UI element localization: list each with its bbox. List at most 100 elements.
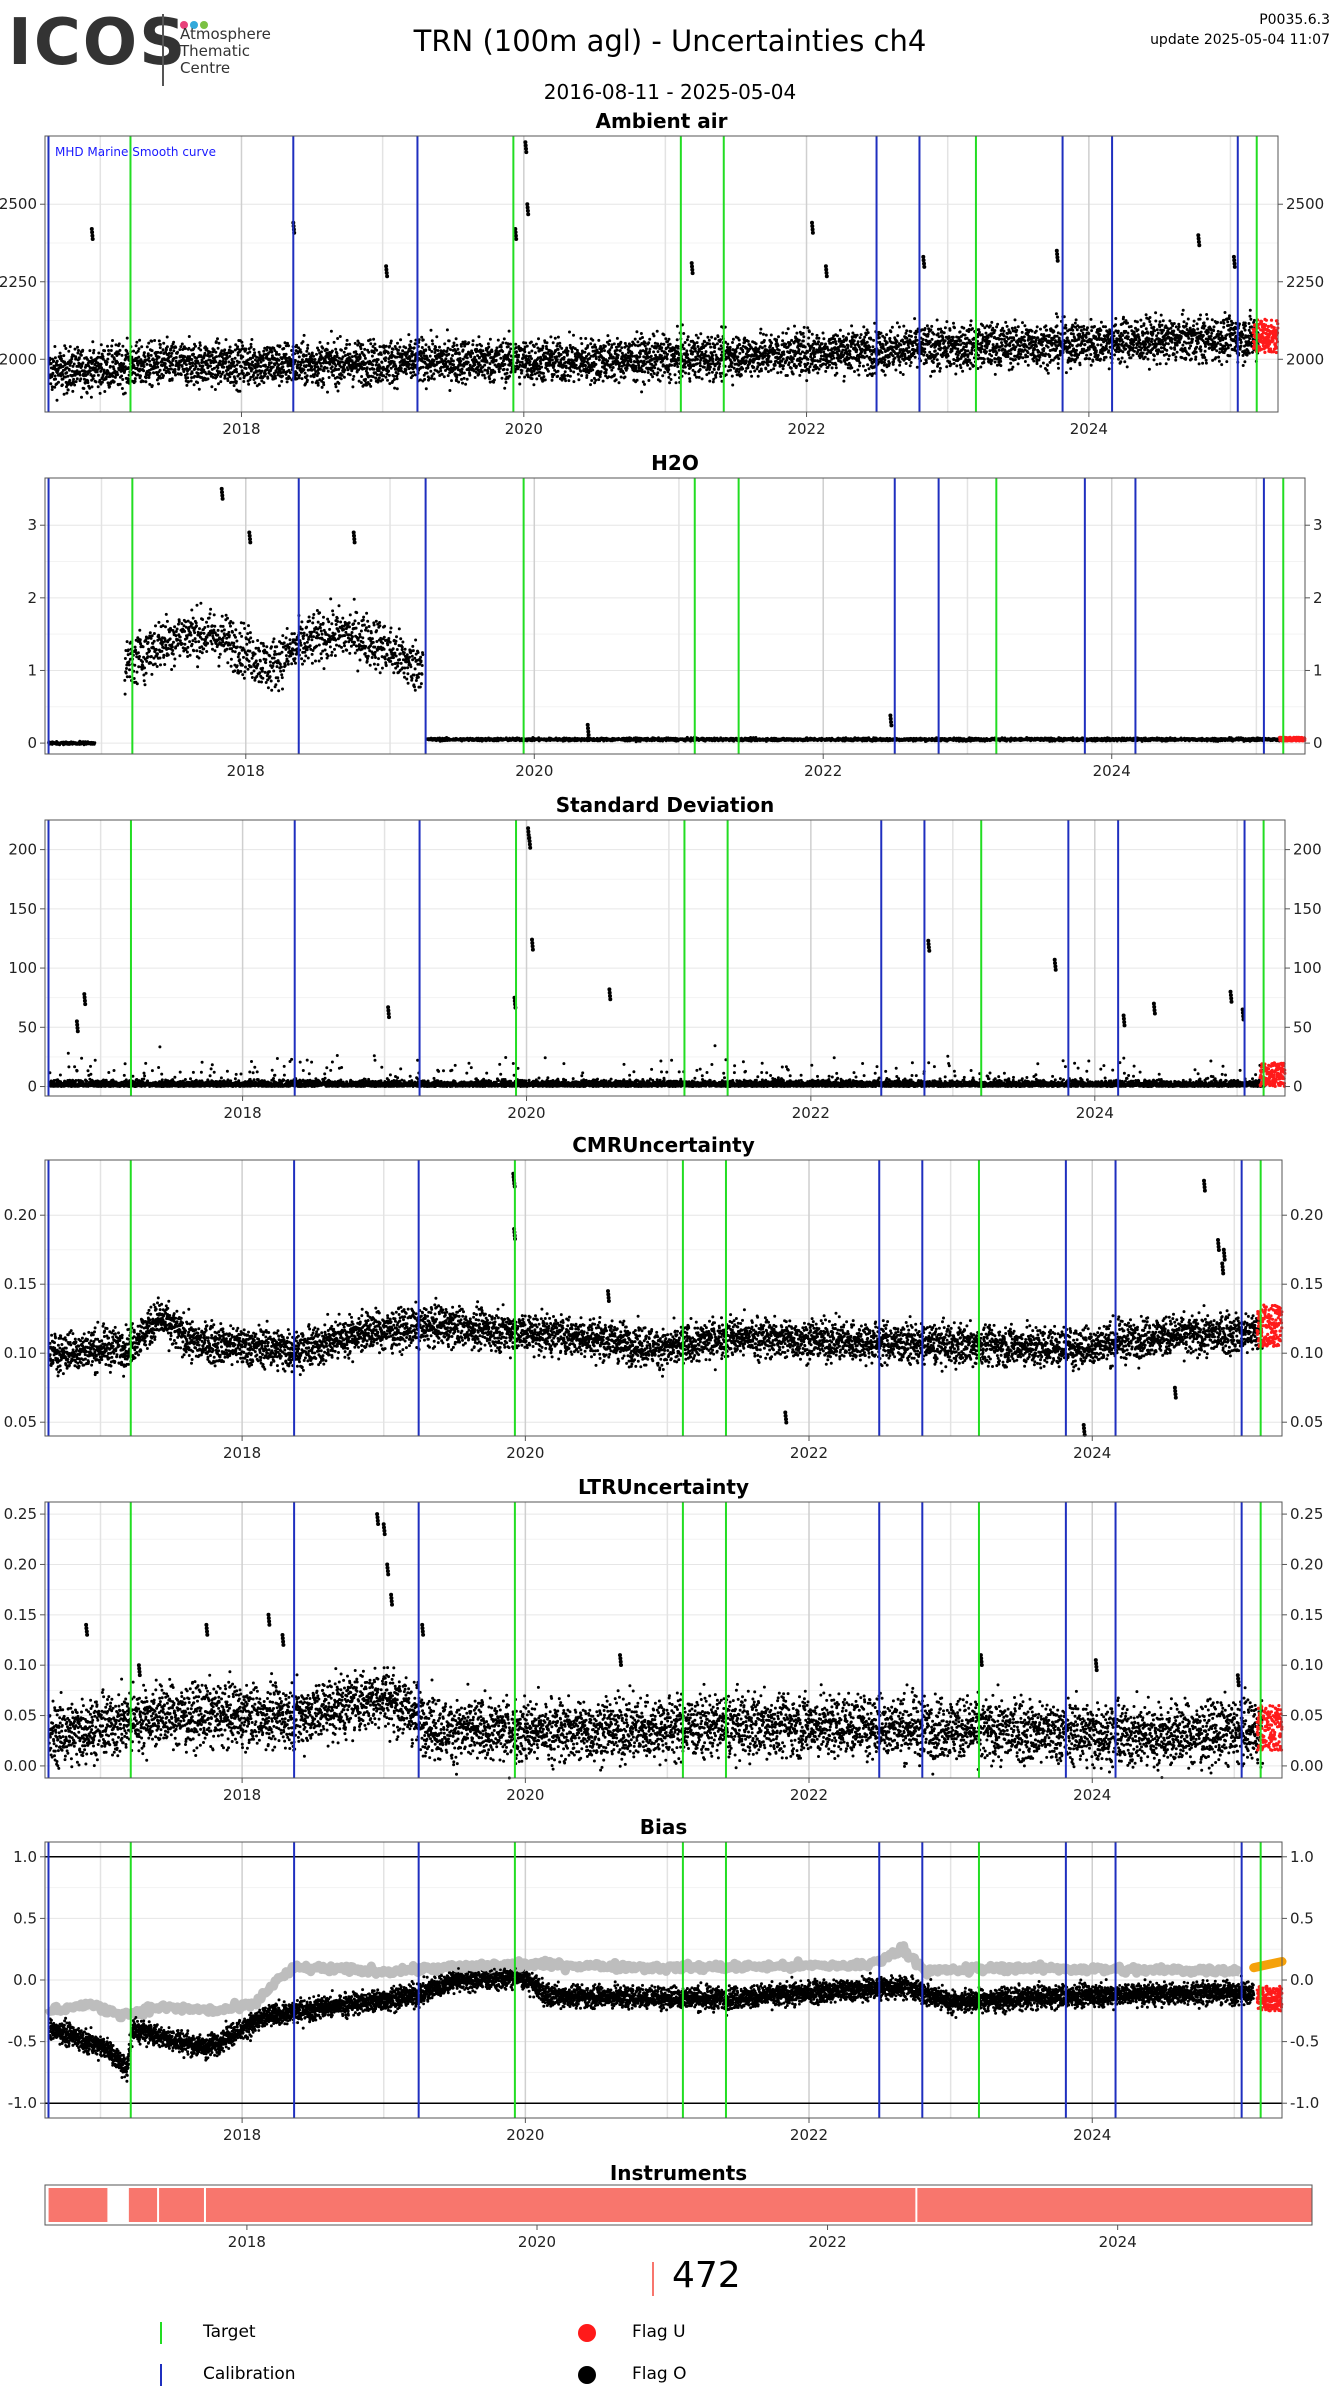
- bias-reference-curve: [44, 1941, 1244, 2023]
- y-tick-label: 2000: [0, 350, 37, 368]
- x-tick-label: 2020: [518, 2233, 556, 2251]
- x-tick-label: 2020: [505, 420, 543, 438]
- x-tick-label: 2022: [790, 1786, 828, 1804]
- y-tick-label: 0.25: [4, 1505, 37, 1523]
- panel-title: H2O: [651, 451, 699, 475]
- flag-o-points: [47, 140, 1261, 402]
- panel-3: CMRUncertainty 0.05 0.05 0.10 0.10 0.15 0.15 0.…: [4, 1133, 1324, 1462]
- y-tick-label: 2000: [1286, 350, 1324, 368]
- bias-reference-curve-recent: [1249, 1957, 1287, 1973]
- instrument-block: [128, 2188, 158, 2222]
- legend-calibration-swatch: [160, 2364, 162, 2386]
- x-tick-label: 2024: [1073, 1786, 1111, 1804]
- panel-frame: [44, 477, 1306, 755]
- x-tick-label: 2018: [228, 2233, 266, 2251]
- x-tick-label: 2020: [507, 1104, 545, 1122]
- x-tick-label: 2024: [1093, 762, 1131, 780]
- instrument-block: [205, 2188, 916, 2222]
- x-tick-label: 2018: [223, 1444, 261, 1462]
- y-tick-label: 0.15: [4, 1606, 37, 1624]
- x-tick-label: 2018: [223, 1104, 261, 1122]
- flag-o-point-cloud: [47, 1512, 1265, 1780]
- flag-o-point-cloud: [47, 826, 1268, 1088]
- x-tick-label: 2022: [808, 2233, 846, 2251]
- x-tick-label: 2024: [1099, 2233, 1137, 2251]
- x-tick-label: 2020: [506, 1786, 544, 1804]
- y-tick-label: 0.10: [1290, 1656, 1323, 1674]
- panel-frame: [44, 819, 1286, 1097]
- y-tick-label: -0.5: [8, 2033, 37, 2051]
- legend-calibration-label: Calibration: [203, 2364, 296, 2384]
- panel-title: LTRUncertainty: [578, 1475, 749, 1499]
- legend-target-swatch: [160, 2322, 162, 2344]
- y-tick-label: -1.0: [8, 2094, 37, 2112]
- instruments-panel: Instruments 2018 2020 2022 2024: [44, 2161, 1313, 2251]
- y-tick-label: 0.5: [1290, 1909, 1314, 1927]
- logo-wordmark: ICOS: [8, 6, 188, 80]
- y-tick-label: 1: [27, 661, 37, 679]
- y-tick-label: 50: [1293, 1018, 1312, 1036]
- x-tick-label: 2022: [790, 2126, 828, 2144]
- logo-dot: [190, 21, 198, 29]
- legend-flag-o-label: Flag O: [632, 2364, 687, 2384]
- y-tick-label: 2: [1313, 589, 1323, 607]
- panel-frame: [44, 1159, 1283, 1437]
- y-tick-label: 1.0: [1290, 1848, 1314, 1866]
- instrument-block: [48, 2188, 108, 2222]
- y-tick-label: 0: [27, 734, 37, 752]
- y-tick-label: 0.5: [13, 1909, 37, 1927]
- flag-o-point-cloud: [47, 486, 1289, 747]
- panel-title: Ambient air: [595, 109, 727, 133]
- flag-u-points: [1278, 735, 1307, 743]
- x-tick-label: 2018: [223, 1786, 261, 1804]
- y-tick-label: 0.25: [1290, 1505, 1323, 1523]
- legend-flag-u-swatch: [578, 2324, 596, 2342]
- y-tick-label: 0.05: [4, 1413, 37, 1431]
- flag-u-points: [1255, 1984, 1284, 2013]
- instrument-block: [159, 2188, 204, 2222]
- y-tick-label: 0: [27, 1078, 37, 1096]
- y-tick-label: 50: [18, 1018, 37, 1036]
- x-tick-label: 2024: [1076, 1104, 1114, 1122]
- instrument-count-marker: [652, 2262, 654, 2296]
- panel-2: Standard Deviation 0 0 50 50 100 100 150 150 200 2…: [8, 793, 1321, 1122]
- y-tick-label: 0.15: [1290, 1606, 1323, 1624]
- flag-o-point-cloud: [47, 1171, 1265, 1437]
- update-timestamp: update 2025-05-04 11:07: [1150, 32, 1330, 48]
- y-tick-label: 150: [1293, 900, 1322, 918]
- y-tick-label: 3: [27, 516, 37, 534]
- panel-0: Ambient air 2000 2000 2250 2250 2500 2500 2018 2…: [0, 109, 1324, 438]
- panel-4: LTRUncertainty 0.00 0.00 0.05 0.05 0.10 0.10 0.…: [4, 1475, 1324, 1804]
- panel-title: Instruments: [610, 2161, 747, 2185]
- logo-dot: [200, 21, 208, 29]
- logo-dot: [180, 21, 188, 29]
- y-tick-label: 0.10: [4, 1344, 37, 1362]
- version-label: P0035.6.3: [1259, 12, 1330, 28]
- y-tick-label: 0.20: [1290, 1555, 1323, 1573]
- y-tick-label: 1.0: [13, 1848, 37, 1866]
- y-tick-label: 0.10: [4, 1656, 37, 1674]
- y-tick-label: 2500: [1286, 195, 1324, 213]
- y-tick-label: 100: [1293, 959, 1322, 977]
- y-tick-label: 0: [1313, 734, 1323, 752]
- y-tick-label: 0.05: [1290, 1413, 1323, 1431]
- logo-sub-line-2: Thematic: [180, 42, 250, 60]
- y-tick-label: 2: [27, 589, 37, 607]
- instrument-block: [917, 2188, 1312, 2222]
- x-tick-label: 2022: [787, 420, 825, 438]
- y-tick-label: 2500: [0, 195, 37, 213]
- y-tick-label: 100: [8, 959, 37, 977]
- page-title: TRN (100m agl) - Uncertainties ch4: [413, 24, 927, 58]
- logo-dots-icon: [180, 14, 210, 33]
- y-tick-label: 150: [8, 900, 37, 918]
- logo-sub-line-3: Centre: [180, 59, 231, 77]
- panel-frame: [44, 1501, 1283, 1779]
- flag-u-points: [1255, 1303, 1284, 1348]
- x-tick-label: 2020: [506, 2126, 544, 2144]
- flag-u-points: [1251, 317, 1280, 355]
- y-tick-label: 0.20: [4, 1555, 37, 1573]
- panel-title: Bias: [640, 1815, 688, 1839]
- x-tick-label: 2018: [222, 420, 260, 438]
- y-tick-label: -1.0: [1290, 2094, 1319, 2112]
